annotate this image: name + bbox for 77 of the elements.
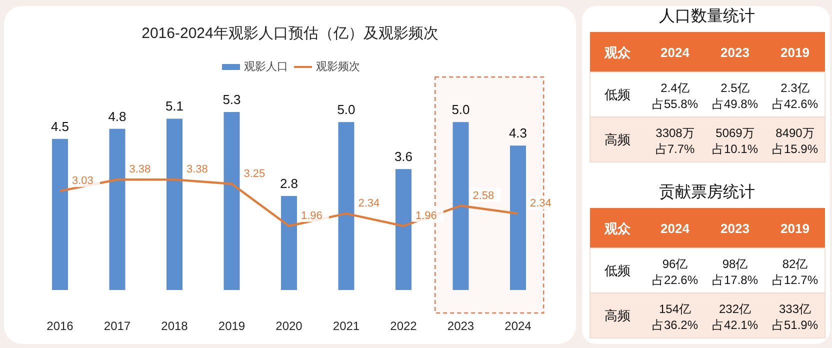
text: 占10.1% xyxy=(712,142,758,156)
text: 82亿 xyxy=(782,257,808,271)
text: 占42.6% xyxy=(772,97,818,111)
x-tick-label: 2021 xyxy=(332,319,360,333)
text: 232亿 xyxy=(718,302,752,316)
category-label: 观众 xyxy=(604,221,632,236)
text: 占42.1% xyxy=(712,318,758,332)
data-label: 3.03 xyxy=(72,175,94,188)
x-tick-label: 2023 xyxy=(447,319,474,333)
x-tick-label: 2017 xyxy=(104,319,131,333)
data-label: 4.3 xyxy=(508,126,528,141)
text: 占22.6% xyxy=(652,273,698,287)
data-label: 3.25 xyxy=(244,168,266,180)
text: 154亿 xyxy=(658,302,692,316)
bar xyxy=(109,128,126,290)
bar xyxy=(396,169,412,290)
chart-title: 2016-2024年观影人口预估（亿）及观影频次 xyxy=(142,25,438,42)
category-label: 2024 xyxy=(660,221,690,236)
data-label: 5.3 xyxy=(222,92,241,107)
text: 贡献票房统计 xyxy=(659,183,755,201)
bar xyxy=(52,138,68,290)
data-label: 1.96 xyxy=(416,210,437,222)
text: 98亿 xyxy=(722,257,748,271)
category-label: 高频 xyxy=(604,132,630,147)
data-label: 5.0 xyxy=(337,102,356,118)
bar xyxy=(224,112,240,290)
text: 占36.2% xyxy=(652,318,698,332)
bar xyxy=(510,146,526,290)
category-label: 2023 xyxy=(720,45,750,60)
x-tick-label: 2016 xyxy=(46,319,74,333)
data-label: 2.34 xyxy=(358,198,380,210)
text: 占49.8% xyxy=(712,97,758,111)
data-label: 1.96 xyxy=(301,210,322,222)
data-label: 3.38 xyxy=(129,164,151,176)
x-tick-label: 2019 xyxy=(218,319,246,333)
text: 占12.7% xyxy=(772,273,818,287)
text: 2.4亿 xyxy=(660,81,690,95)
category-label: 2024 xyxy=(660,45,690,60)
data-label: 4.8 xyxy=(108,108,126,124)
text: 3308万 xyxy=(656,126,694,140)
category-label: 2019 xyxy=(780,221,810,236)
text: 占7.7% xyxy=(655,142,695,156)
x-tick-label: 2022 xyxy=(390,319,418,333)
category-label: 低频 xyxy=(604,87,630,102)
text: 占17.8% xyxy=(712,273,758,287)
text: 8490万 xyxy=(776,126,814,140)
data-label: 5.1 xyxy=(165,98,184,114)
bar xyxy=(166,118,182,290)
category-label: 2019 xyxy=(780,45,810,60)
data-label: 2.34 xyxy=(530,198,552,210)
category-label: 2023 xyxy=(720,221,750,236)
legend-label: 观影频次 xyxy=(316,61,360,73)
text: 96亿 xyxy=(662,257,688,271)
x-tick-label: 2018 xyxy=(161,319,188,333)
text: 5069万 xyxy=(716,126,754,140)
text: 占15.9% xyxy=(772,142,818,156)
x-tick-label: 2020 xyxy=(276,319,303,333)
text: 2.5亿 xyxy=(720,81,750,95)
data-label: 3.38 xyxy=(186,164,208,176)
category-label: 观众 xyxy=(604,45,632,60)
category-label: 低频 xyxy=(604,263,630,278)
text: 333亿 xyxy=(778,302,812,316)
data-label: 3.6 xyxy=(394,149,413,164)
bar xyxy=(452,122,469,290)
data-label: 2.58 xyxy=(472,190,494,202)
text: 人口数量统计 xyxy=(659,7,755,25)
data-label: 2.8 xyxy=(280,176,298,191)
text: 占55.8% xyxy=(652,97,698,111)
bar xyxy=(338,122,354,290)
text: 2.3亿 xyxy=(780,81,810,95)
bar xyxy=(281,196,297,290)
category-label: 高频 xyxy=(604,308,630,323)
data-label: 4.5 xyxy=(50,118,70,134)
x-tick-label: 2024 xyxy=(504,319,532,333)
data-label: 5.0 xyxy=(452,102,470,118)
legend-label: 观影人口 xyxy=(244,61,288,73)
text: 占51.9% xyxy=(772,318,818,332)
